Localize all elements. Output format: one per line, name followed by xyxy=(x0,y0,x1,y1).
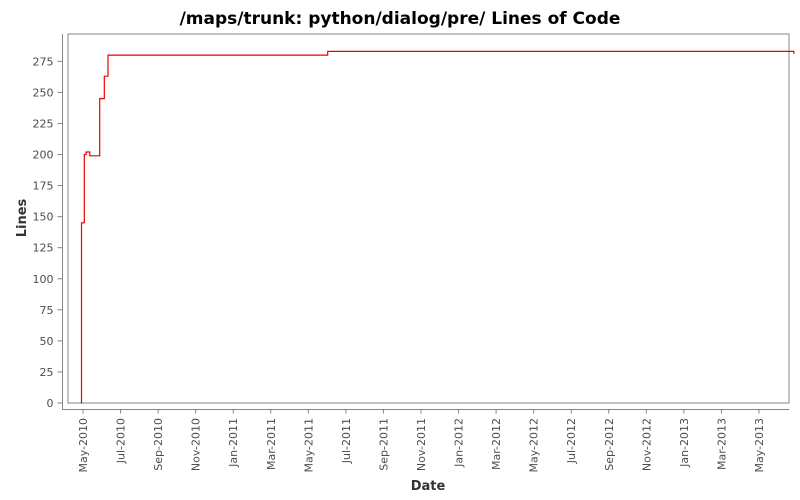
y-tick-label: 225 xyxy=(33,117,54,130)
x-tick-label: May-2010 xyxy=(77,418,90,473)
x-axis-label: Date xyxy=(411,479,446,494)
x-tick-label: Mar-2013 xyxy=(715,418,728,470)
plot-border xyxy=(67,33,790,404)
x-tick-label: Nov-2010 xyxy=(190,418,203,471)
y-tick-label: 100 xyxy=(33,273,54,286)
x-tick-label: May-2012 xyxy=(528,418,541,473)
chart-title: /maps/trunk: python/dialog/pre/ Lines of… xyxy=(180,9,621,29)
y-tick-label: 175 xyxy=(33,180,54,193)
x-tick-label: Jan-2011 xyxy=(227,418,240,468)
x-tick-label: Nov-2011 xyxy=(415,418,428,471)
plot-area: 0 25 50 75 100 125 150 175 200 225 250 275 May-2010 J… xyxy=(33,33,795,473)
x-tick-label: Jul-2011 xyxy=(340,418,353,464)
y-tick-label: 150 xyxy=(33,211,54,224)
y-tick-label: 125 xyxy=(33,242,54,255)
x-tick-label: May-2011 xyxy=(302,418,315,473)
x-tick-label: Sep-2012 xyxy=(603,418,616,471)
x-tick-label: Jul-2010 xyxy=(115,418,128,464)
x-tick-label: Mar-2012 xyxy=(490,418,503,470)
y-tick-label: 25 xyxy=(40,366,54,379)
y-tick-label: 200 xyxy=(33,149,54,162)
x-tick-label: Mar-2011 xyxy=(265,418,278,470)
x-tick-label: Jul-2012 xyxy=(565,418,578,464)
x-tick-label: Nov-2012 xyxy=(640,418,653,471)
y-tick-label: 50 xyxy=(40,335,54,348)
y-tick-label: 75 xyxy=(40,304,54,317)
x-tick-label: Sep-2010 xyxy=(152,418,165,471)
x-tick-label: Sep-2011 xyxy=(377,418,390,471)
y-tick-label: 0 xyxy=(47,397,54,410)
y-tick-label: 250 xyxy=(33,86,54,99)
x-tick-label: Jan-2013 xyxy=(678,418,691,468)
loc-series-line xyxy=(80,50,795,404)
x-tick-label: May-2013 xyxy=(753,418,766,473)
y-axis-label: Lines xyxy=(15,198,30,237)
y-tick-label: 275 xyxy=(33,55,54,68)
x-tick-label: Jan-2012 xyxy=(453,418,466,468)
